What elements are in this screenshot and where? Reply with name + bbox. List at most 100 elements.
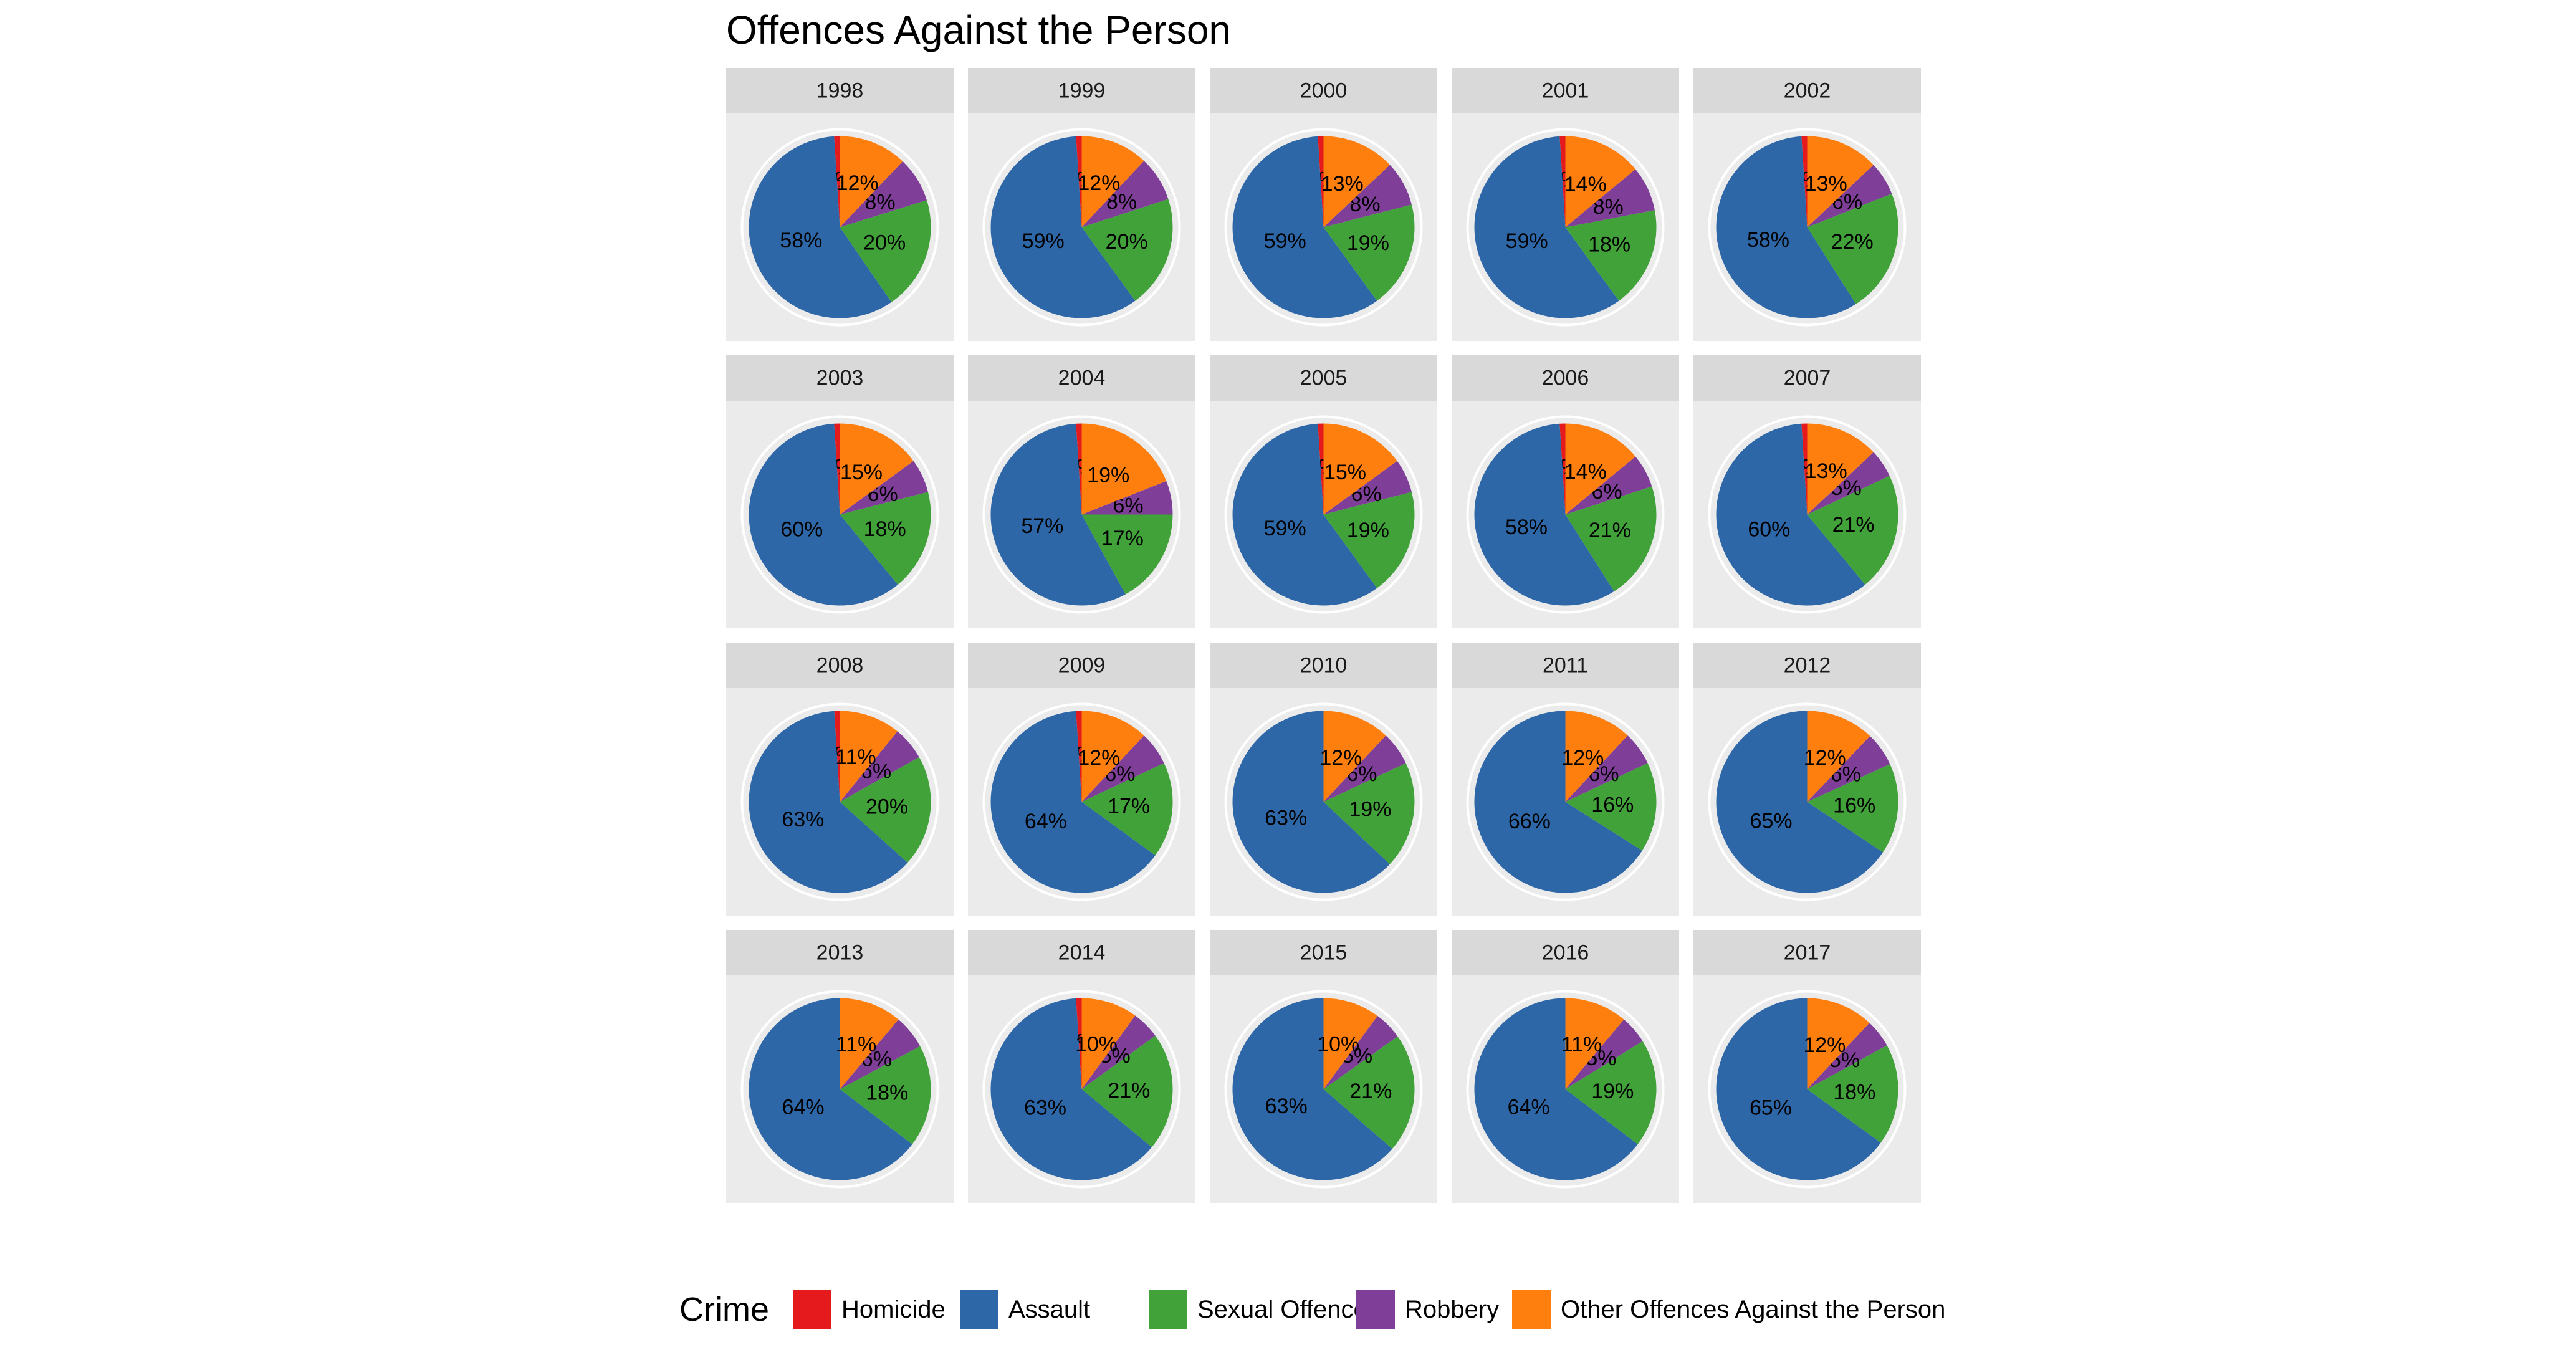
pie-label-assault: 59% — [1264, 517, 1306, 540]
facet-strip-label: 2013 — [816, 941, 864, 965]
pie-label-assault: 65% — [1750, 1096, 1792, 1119]
pie-label-sexual-offences: 21% — [1589, 519, 1631, 542]
pie-slice-sexual-offences — [1565, 210, 1657, 301]
pie-label-other-offences-against-the-person: 12% — [1319, 746, 1362, 770]
legend-key-swatch — [1356, 1290, 1395, 1329]
pie-slice-other-offences-against-the-person — [1807, 136, 1874, 227]
polar-grid-circle — [1708, 990, 1907, 1189]
pie-slice-other-offences-against-the-person — [1807, 711, 1870, 802]
facet-panel-2017: 20170%65%18%5%12% — [1693, 930, 1921, 1203]
facet-panel-2013: 20130%64%18%6%11% — [726, 930, 954, 1203]
pie-label-sexual-offences: 18% — [1833, 1080, 1875, 1104]
polar-grid-circle — [740, 128, 939, 327]
pie-slice-homicide — [1801, 423, 1808, 515]
facet-strip-label: 1998 — [816, 79, 864, 103]
polar-grid-circle — [740, 415, 939, 614]
pie-label-assault: 64% — [782, 1096, 825, 1119]
polar-grid-circle — [982, 990, 1181, 1189]
pie-slice-sexual-offences — [1807, 1045, 1898, 1143]
pie-label-other-offences-against-the-person: 10% — [1075, 1032, 1118, 1056]
legend-item-assault: Assault — [960, 1290, 1090, 1329]
pie-slice-robbery — [840, 461, 928, 515]
facet-strip — [1693, 355, 1921, 401]
pie-label-sexual-offences: 20% — [1106, 230, 1148, 254]
facet-strip — [968, 643, 1195, 688]
pie-label-assault: 57% — [1021, 514, 1063, 538]
pie-slice-assault — [1716, 136, 1856, 318]
facet-strip — [1210, 643, 1437, 688]
polar-grid-circle — [1224, 702, 1423, 901]
pie-label-other-offences-against-the-person: 12% — [1078, 171, 1120, 195]
pie-slice-other-offences-against-the-person — [1807, 998, 1870, 1089]
pie-slice-assault — [1474, 711, 1642, 893]
pie-slice-assault — [990, 423, 1126, 606]
facet-strip-label: 1999 — [1058, 79, 1106, 103]
pie-slice-sexual-offences — [840, 492, 931, 585]
facet-strip-label: 2009 — [1058, 654, 1106, 677]
pie-slice-other-offences-against-the-person — [1807, 423, 1874, 515]
facet-strip-label: 2008 — [816, 654, 864, 677]
legend-item-sexual-offences: Sexual Offences — [1149, 1290, 1380, 1329]
pie-slice-other-offences-against-the-person — [1323, 711, 1386, 802]
pie-slice-assault — [1474, 423, 1614, 606]
pie-slice-other-offences-against-the-person — [1565, 423, 1635, 515]
pie-slice-sexual-offences — [840, 1046, 931, 1144]
facet-strip-label: 2005 — [1300, 366, 1348, 390]
pie-slice-assault — [749, 423, 898, 606]
pie-label-other-offences-against-the-person: 11% — [836, 1033, 877, 1056]
pie-label-other-offences-against-the-person: 11% — [835, 745, 876, 769]
pie-label-sexual-offences: 19% — [1347, 519, 1389, 542]
polar-grid-circle — [982, 702, 1181, 901]
legend-title: Crime — [679, 1291, 769, 1328]
facet-strip-label: 2004 — [1058, 366, 1106, 390]
pie-label-sexual-offences: 18% — [866, 1081, 908, 1105]
pie-slice-robbery — [840, 731, 919, 802]
pie-slice-robbery — [1807, 1023, 1887, 1089]
pie-slice-robbery — [1565, 169, 1655, 227]
pie-label-sexual-offences: 19% — [1347, 231, 1389, 255]
pie-slice-other-offences-against-the-person — [1081, 998, 1136, 1089]
facet-strip-label: 2002 — [1784, 79, 1831, 103]
pie-slice-other-offences-against-the-person — [840, 136, 903, 227]
legend-item-label: Homicide — [841, 1296, 946, 1323]
pie-slice-homicide — [1318, 136, 1324, 227]
facet-strip — [1210, 68, 1437, 113]
facet-strip-label: 2001 — [1542, 79, 1589, 103]
pie-slice-sexual-offences — [1081, 199, 1173, 301]
pie-label-assault: 65% — [1750, 810, 1793, 833]
pie-slice-sexual-offences — [1081, 514, 1173, 595]
polar-grid-circle — [1466, 702, 1665, 901]
polar-grid-circle — [982, 128, 1181, 327]
pie-slice-robbery — [1807, 165, 1892, 227]
facet-strip-label: 2017 — [1784, 941, 1831, 965]
pie-label-other-offences-against-the-person: 15% — [840, 461, 883, 484]
pie-slice-robbery — [1565, 456, 1652, 515]
pie-slice-sexual-offences — [1323, 492, 1415, 588]
facet-panel-2012: 20120%65%16%6%12% — [1693, 643, 1921, 916]
facet-strip — [1452, 643, 1679, 688]
facet-strip — [726, 643, 954, 688]
facet-strip — [968, 68, 1195, 113]
pie-label-sexual-offences: 21% — [1349, 1080, 1392, 1103]
pie-label-other-offences-against-the-person: 15% — [1324, 461, 1366, 484]
pie-label-sexual-offences: 21% — [1832, 513, 1875, 537]
pie-label-sexual-offences: 18% — [1588, 232, 1630, 256]
pie-label-other-offences-against-the-person: 12% — [1078, 746, 1120, 770]
facet-strip-label: 2014 — [1058, 941, 1106, 965]
pie-slice-other-offences-against-the-person — [1565, 998, 1624, 1089]
facet-strip — [1210, 930, 1437, 975]
pie-slice-sexual-offences — [840, 200, 931, 302]
legend-item-label: Sexual Offences — [1197, 1296, 1380, 1323]
pie-slice-sexual-offences — [1565, 1041, 1657, 1144]
pie-label-assault: 63% — [782, 808, 824, 831]
polar-grid-circle — [982, 415, 1181, 614]
pie-slice-assault — [1232, 711, 1390, 893]
polar-grid-circle — [1224, 415, 1423, 614]
